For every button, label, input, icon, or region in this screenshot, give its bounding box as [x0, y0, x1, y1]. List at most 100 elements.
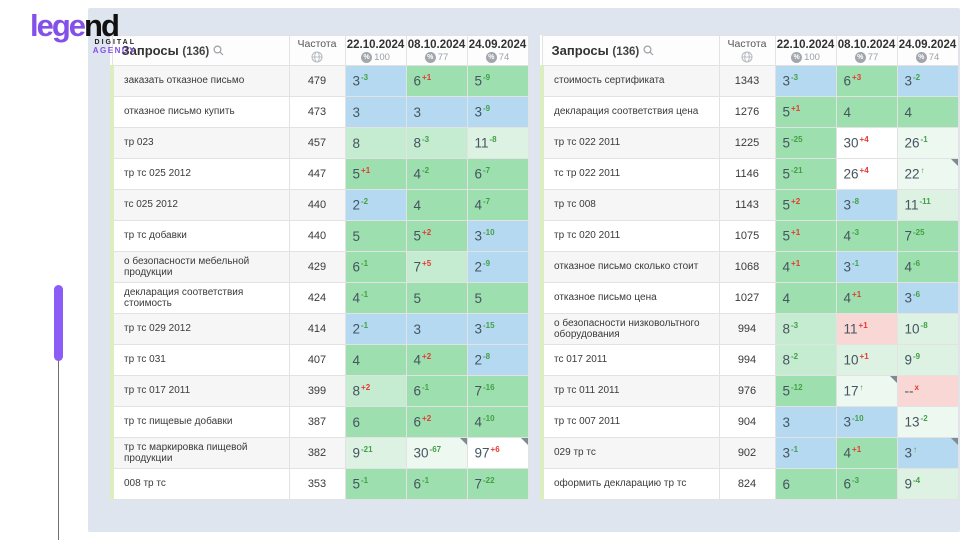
- position-cell[interactable]: 8-3: [405, 127, 468, 159]
- position-cell[interactable]: 6-1: [344, 251, 407, 283]
- queries-header[interactable]: Запросы (136): [541, 35, 720, 66]
- position-cell[interactable]: 5: [405, 282, 468, 314]
- position-cell[interactable]: 9-21: [344, 437, 407, 469]
- query-cell[interactable]: тр тс 007 2011: [540, 406, 720, 438]
- position-cell[interactable]: 7+5: [405, 251, 468, 283]
- position-cell[interactable]: 4-2: [405, 158, 468, 190]
- position-cell[interactable]: 3↑: [896, 437, 959, 469]
- query-cell[interactable]: тс 025 2012: [110, 189, 290, 221]
- position-cell[interactable]: 4: [896, 96, 959, 128]
- query-cell[interactable]: тр тс 011 2011: [540, 375, 720, 407]
- position-cell[interactable]: 30-67: [405, 437, 468, 469]
- position-cell[interactable]: 6-3: [835, 468, 898, 500]
- position-cell[interactable]: 4+2: [405, 344, 468, 376]
- date-header-1[interactable]: 22.10.2024% 100: [344, 35, 407, 66]
- position-cell[interactable]: 3-9: [466, 96, 529, 128]
- query-cell[interactable]: о безопасности низковольтного оборудован…: [540, 313, 720, 345]
- position-cell[interactable]: 3-3: [774, 65, 837, 97]
- position-cell[interactable]: 5+1: [774, 220, 837, 252]
- position-cell[interactable]: 97+6: [466, 437, 529, 469]
- position-cell[interactable]: 10-8: [896, 313, 959, 345]
- position-cell[interactable]: 5+1: [774, 96, 837, 128]
- query-cell[interactable]: отказное письмо сколько стоит: [540, 251, 720, 283]
- position-cell[interactable]: 5-21: [774, 158, 837, 190]
- position-cell[interactable]: 3-10: [835, 406, 898, 438]
- position-cell[interactable]: 3-1: [835, 251, 898, 283]
- position-cell[interactable]: 3: [405, 96, 468, 128]
- frequency-header[interactable]: Частота: [288, 35, 346, 66]
- query-cell[interactable]: декларация соответствия цена: [540, 96, 720, 128]
- position-cell[interactable]: 4: [835, 96, 898, 128]
- position-cell[interactable]: 5-1: [344, 468, 407, 500]
- position-cell[interactable]: 2-9: [466, 251, 529, 283]
- position-cell[interactable]: 6-1: [405, 375, 468, 407]
- frequency-header[interactable]: Частота: [718, 35, 776, 66]
- query-cell[interactable]: заказать отказное письмо: [110, 65, 290, 97]
- position-cell[interactable]: 6+2: [405, 406, 468, 438]
- position-cell[interactable]: 7-22: [466, 468, 529, 500]
- query-cell[interactable]: тр тс маркировка пищевой продукции: [110, 437, 290, 469]
- query-cell[interactable]: тс тр 022 2011: [540, 158, 720, 190]
- date-header-1[interactable]: 22.10.2024% 100: [774, 35, 837, 66]
- position-cell[interactable]: 11-11: [896, 189, 959, 221]
- query-cell[interactable]: тр тс 017 2011: [110, 375, 290, 407]
- position-cell[interactable]: 8-2: [774, 344, 837, 376]
- position-cell[interactable]: 5: [466, 282, 529, 314]
- position-cell[interactable]: 3: [344, 96, 407, 128]
- position-cell[interactable]: 5-12: [774, 375, 837, 407]
- position-cell[interactable]: 13-2: [896, 406, 959, 438]
- query-cell[interactable]: тр тс 020 2011: [540, 220, 720, 252]
- position-cell[interactable]: 9-4: [896, 468, 959, 500]
- position-cell[interactable]: 11-8: [466, 127, 529, 159]
- query-cell[interactable]: тр тс 029 2012: [110, 313, 290, 345]
- position-cell[interactable]: 6+1: [405, 65, 468, 97]
- query-cell[interactable]: тр тс пищевые добавки: [110, 406, 290, 438]
- date-header-2[interactable]: 08.10.2024% 77: [405, 35, 468, 66]
- position-cell[interactable]: 8: [344, 127, 407, 159]
- search-icon[interactable]: [213, 45, 224, 56]
- position-cell[interactable]: 5: [344, 220, 407, 252]
- position-cell[interactable]: 4-7: [466, 189, 529, 221]
- position-cell[interactable]: 4-1: [344, 282, 407, 314]
- position-cell[interactable]: 6+3: [835, 65, 898, 97]
- position-cell[interactable]: 5-25: [774, 127, 837, 159]
- position-cell[interactable]: --x: [896, 375, 959, 407]
- position-cell[interactable]: 30+4: [835, 127, 898, 159]
- position-cell[interactable]: 4-10: [466, 406, 529, 438]
- position-cell[interactable]: 4+1: [835, 437, 898, 469]
- position-cell[interactable]: 4: [405, 189, 468, 221]
- query-cell[interactable]: отказное письмо цена: [540, 282, 720, 314]
- position-cell[interactable]: 4-3: [835, 220, 898, 252]
- position-cell[interactable]: 26+4: [835, 158, 898, 190]
- position-cell[interactable]: 6: [774, 468, 837, 500]
- position-cell[interactable]: 3-3: [344, 65, 407, 97]
- position-cell[interactable]: 4+1: [774, 251, 837, 283]
- search-icon[interactable]: [643, 45, 654, 56]
- position-cell[interactable]: 2-2: [344, 189, 407, 221]
- query-cell[interactable]: 029 тр тс: [540, 437, 720, 469]
- query-cell[interactable]: тр тс 022 2011: [540, 127, 720, 159]
- query-cell[interactable]: стоимость сертификата: [540, 65, 720, 97]
- position-cell[interactable]: 22↑: [896, 158, 959, 190]
- position-cell[interactable]: 7-25: [896, 220, 959, 252]
- position-cell[interactable]: 3: [405, 313, 468, 345]
- position-cell[interactable]: 10+1: [835, 344, 898, 376]
- position-cell[interactable]: 5-9: [466, 65, 529, 97]
- query-cell[interactable]: тс 017 2011: [540, 344, 720, 376]
- position-cell[interactable]: 9-9: [896, 344, 959, 376]
- position-cell[interactable]: 26-1: [896, 127, 959, 159]
- queries-header[interactable]: Запросы (136): [111, 35, 290, 66]
- position-cell[interactable]: 4-6: [896, 251, 959, 283]
- position-cell[interactable]: 5+2: [405, 220, 468, 252]
- position-cell[interactable]: 3-15: [466, 313, 529, 345]
- date-header-3[interactable]: 24.09.2024% 74: [466, 35, 529, 66]
- query-cell[interactable]: тр тс добавки: [110, 220, 290, 252]
- position-cell[interactable]: 4+1: [835, 282, 898, 314]
- position-cell[interactable]: 6-1: [405, 468, 468, 500]
- date-header-3[interactable]: 24.09.2024% 74: [896, 35, 959, 66]
- query-cell[interactable]: тр тс 025 2012: [110, 158, 290, 190]
- query-cell[interactable]: отказное письмо купить: [110, 96, 290, 128]
- date-header-2[interactable]: 08.10.2024% 77: [835, 35, 898, 66]
- position-cell[interactable]: 3: [774, 406, 837, 438]
- query-cell[interactable]: тр тс 031: [110, 344, 290, 376]
